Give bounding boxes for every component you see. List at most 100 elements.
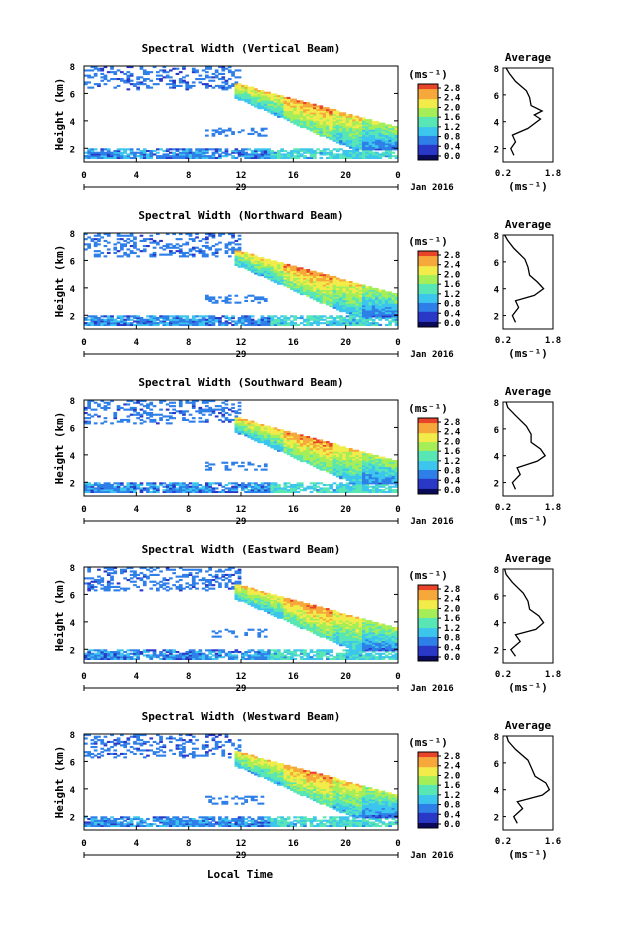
colorbar-tick-label: 0.4 xyxy=(444,309,461,319)
heatmap-cells xyxy=(84,400,398,493)
y-tick-label: 6 xyxy=(70,90,75,100)
y-axis-label: Height (km) xyxy=(53,412,66,485)
profile-line xyxy=(505,235,544,322)
x-tick-label: 12 xyxy=(236,839,247,849)
profile-y-tick-label: 4 xyxy=(494,620,500,630)
colorbar-tick-label: 0.4 xyxy=(444,476,461,486)
x-tick-label: 0 xyxy=(81,338,86,348)
profile-y-tick-label: 2 xyxy=(494,480,499,490)
colorbar-tick-label: 1.2 xyxy=(444,290,460,300)
colorbar-tick-label: 1.6 xyxy=(444,614,460,624)
colorbar-tick-label: 2.4 xyxy=(444,762,461,772)
profile-y-tick-label: 6 xyxy=(494,426,499,436)
x-tick-label: 0 xyxy=(81,672,86,682)
month-label: Jan 2016 xyxy=(410,350,453,360)
x-tick-label: 20 xyxy=(340,338,351,348)
profile-frame xyxy=(503,235,553,329)
x-tick-label: 20 xyxy=(340,839,351,849)
x-tick-label: 8 xyxy=(186,338,191,348)
x-tick-label: 8 xyxy=(186,171,191,181)
colorbar-tick-label: 2.0 xyxy=(444,771,460,781)
colorbar-tick-label: 0.0 xyxy=(444,152,460,162)
profile-title: Average xyxy=(505,218,552,231)
colorbar-tick-label: 1.6 xyxy=(444,447,460,457)
date-label: 29 xyxy=(236,684,247,694)
panel-4: Spectral Width (Eastward Beam)2468Height… xyxy=(53,543,561,694)
y-tick-label: 2 xyxy=(70,646,75,656)
y-tick-label: 2 xyxy=(70,479,75,489)
profile-x-tick-label: 0.2 xyxy=(495,169,511,179)
profile-y-tick-label: 4 xyxy=(494,787,500,797)
profile-y-tick-label: 6 xyxy=(494,92,499,102)
x-tick-label: 16 xyxy=(288,672,299,682)
colorbar-tick-label: 2.4 xyxy=(444,261,461,271)
x-tick-label: 0 xyxy=(81,505,86,515)
y-tick-label: 2 xyxy=(70,145,75,155)
x-tick-label: 0 xyxy=(81,839,86,849)
panel-5: Spectral Width (Westward Beam)2468Height… xyxy=(53,710,561,861)
x-tick-label: 12 xyxy=(236,505,247,515)
colorbar-tick-label: 1.2 xyxy=(444,457,460,467)
y-tick-label: 4 xyxy=(70,285,76,295)
colorbar-tick-label: 0.8 xyxy=(444,300,460,310)
colorbar-unit: (ms⁻¹) xyxy=(408,736,448,749)
panel-3: Spectral Width (Southward Beam)2468Heigh… xyxy=(53,376,561,527)
profile-title: Average xyxy=(505,552,552,565)
profile-x-tick-label: 0.2 xyxy=(495,336,511,346)
profile-x-label: (ms⁻¹) xyxy=(508,681,548,694)
date-label: 29 xyxy=(236,851,247,861)
panel-title: Spectral Width (Vertical Beam) xyxy=(142,42,341,55)
profile-line xyxy=(506,402,545,489)
profile-y-tick-label: 2 xyxy=(494,814,499,824)
month-label: Jan 2016 xyxy=(410,851,453,861)
profile-x-tick-label: 1.6 xyxy=(545,837,561,847)
panel-1: Spectral Width (Vertical Beam)2468Height… xyxy=(53,42,561,193)
x-tick-label: 0 xyxy=(81,171,86,181)
colorbar-tick-label: 2.0 xyxy=(444,604,460,614)
profile-x-tick-label: 1.8 xyxy=(545,169,561,179)
colorbar-tick-label: 1.2 xyxy=(444,624,460,634)
y-axis-label: Height (km) xyxy=(53,245,66,318)
x-tick-label: 8 xyxy=(186,505,191,515)
profile-x-tick-label: 0.2 xyxy=(495,837,511,847)
x-tick-label: 16 xyxy=(288,839,299,849)
x-tick-label: 12 xyxy=(236,171,247,181)
x-tick-label: 8 xyxy=(186,672,191,682)
profile-x-tick-label: 0.2 xyxy=(495,503,511,513)
profile-y-tick-label: 2 xyxy=(494,647,499,657)
month-label: Jan 2016 xyxy=(410,517,453,527)
x-axis-title: Local Time xyxy=(207,868,274,881)
profile-x-tick-label: 1.8 xyxy=(545,670,561,680)
colorbar-tick-label: 0.0 xyxy=(444,653,460,663)
y-tick-label: 6 xyxy=(70,257,75,267)
y-axis-label: Height (km) xyxy=(53,78,66,151)
colorbar-tick-label: 0.8 xyxy=(444,634,460,644)
profile-frame xyxy=(503,569,553,663)
x-tick-label: 16 xyxy=(288,505,299,515)
y-tick-label: 8 xyxy=(70,397,75,407)
x-tick-label: 12 xyxy=(236,338,247,348)
heatmap-cells xyxy=(84,734,398,827)
colorbar-tick-label: 2.8 xyxy=(444,84,460,94)
x-tick-label: 4 xyxy=(134,505,140,515)
y-tick-label: 4 xyxy=(70,786,76,796)
heatmap-cells xyxy=(84,66,398,159)
y-tick-label: 4 xyxy=(70,452,76,462)
x-tick-label: 4 xyxy=(134,672,140,682)
x-tick-label: 0 xyxy=(395,338,400,348)
profile-y-tick-label: 8 xyxy=(494,232,499,242)
colorbar-unit: (ms⁻¹) xyxy=(408,402,448,415)
colorbar-tick-label: 2.8 xyxy=(444,251,460,261)
colorbar-tick-label: 2.4 xyxy=(444,595,461,605)
profile-y-tick-label: 8 xyxy=(494,733,499,743)
y-tick-label: 8 xyxy=(70,63,75,73)
profile-y-tick-label: 4 xyxy=(494,453,500,463)
colorbar-tick-label: 1.6 xyxy=(444,280,460,290)
panel-title: Spectral Width (Eastward Beam) xyxy=(142,543,341,556)
colorbar-unit: (ms⁻¹) xyxy=(408,569,448,582)
x-tick-label: 16 xyxy=(288,171,299,181)
colorbar-tick-label: 0.8 xyxy=(444,801,460,811)
x-tick-label: 16 xyxy=(288,338,299,348)
profile-line xyxy=(507,736,550,823)
profile-y-tick-label: 8 xyxy=(494,65,499,75)
